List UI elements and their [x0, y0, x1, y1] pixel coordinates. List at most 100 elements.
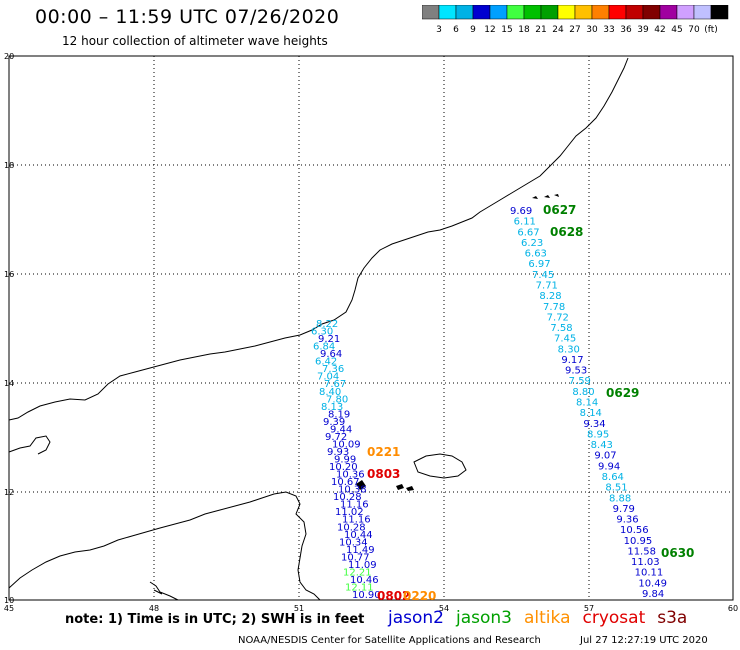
- color-scale-label: 12: [484, 25, 495, 35]
- generated-timestamp: Jul 27 12:27:19 UTC 2020: [580, 635, 708, 646]
- wave-height-value: 7.59: [569, 376, 591, 387]
- wave-height-value: 10.56: [620, 525, 649, 536]
- wave-height-value: 7.67: [324, 379, 346, 390]
- y-tick-label: 12: [4, 488, 14, 497]
- wave-height-value: 11.09: [348, 560, 377, 571]
- track-labels: 8.226.309.216.849.646.427.367.047.678.40…: [311, 206, 667, 601]
- page-subtitle: 12 hour collection of altimeter wave hei…: [62, 34, 328, 48]
- wave-height-value: 6.67: [517, 227, 539, 238]
- wave-height-value: 8.19: [328, 409, 350, 420]
- color-scale-label: 39: [637, 25, 649, 35]
- y-tick-label: 18: [4, 161, 14, 170]
- wave-height-value: 9.21: [318, 334, 340, 345]
- wave-height-value: 10.28: [337, 522, 366, 533]
- map-frame: [8, 55, 734, 601]
- page-title: 00:00 – 11:59 UTC 07/26/2020: [35, 6, 340, 28]
- pass-time-label: 0221: [367, 445, 400, 459]
- wave-height-value: 8.14: [576, 398, 598, 409]
- wave-height-value: 9.36: [616, 515, 638, 526]
- color-scale-label: 27: [569, 25, 580, 35]
- wave-height-value: 10.49: [638, 578, 667, 589]
- wave-height-value: 7.71: [536, 280, 558, 291]
- wave-height-value: 8.30: [558, 344, 580, 355]
- wave-height-value: 7.72: [547, 312, 569, 323]
- wave-height-value: 7.45: [532, 270, 554, 281]
- credit-text: NOAA/NESDIS Center for Satellite Applica…: [238, 635, 541, 646]
- y-tick-label: 14: [4, 379, 14, 388]
- wave-height-value: 9.99: [334, 455, 356, 466]
- color-scale-label: (ft): [704, 25, 718, 35]
- coastline: [8, 57, 629, 601]
- wave-height-value: 10.46: [350, 575, 379, 586]
- pass-time-label: 0627: [543, 203, 576, 217]
- footer-note: note: 1) Time is in UTC; 2) SWH is in fe…: [65, 612, 365, 627]
- satellite-legend-jason3: jason3: [456, 608, 512, 628]
- color-scale-label: 30: [586, 25, 598, 35]
- wave-height-value: 8.40: [319, 387, 341, 398]
- x-tick-label: 57: [584, 604, 594, 613]
- wave-height-value: 8.28: [539, 291, 561, 302]
- satellite-legend-cryosat: cryosat: [582, 608, 646, 628]
- color-scale-legend: 3 6 9 12 15 18 21 24 27 30 33 36 39 42 45 70 (ft): [422, 5, 729, 35]
- wave-height-value: 9.53: [565, 366, 587, 377]
- color-scale-label: 15: [501, 25, 512, 35]
- color-scale-label: 9: [470, 25, 476, 35]
- wave-height-value: 8.51: [605, 483, 627, 494]
- wave-height-value: 8.13: [321, 402, 343, 413]
- wave-height-value: 6.42: [315, 357, 337, 368]
- satellite-legend-s3a: s3a: [657, 608, 688, 628]
- y-tick-label: 10: [4, 596, 14, 605]
- wave-height-value: 11.16: [340, 500, 369, 511]
- wave-height-value: 10.11: [635, 568, 664, 579]
- wave-height-value: 8.80: [572, 387, 594, 398]
- wave-height-value: 10.95: [624, 536, 653, 547]
- grid-lines: [9, 56, 733, 600]
- wave-height-value: 9.79: [613, 504, 635, 515]
- wave-height-value: 10.28: [333, 492, 362, 503]
- wave-height-value: 7.36: [322, 364, 344, 375]
- x-axis-ticks: 45 48 51 54 57 60: [4, 604, 738, 613]
- wave-height-value: 7.78: [543, 302, 565, 313]
- color-scale-label: 18: [518, 25, 530, 35]
- wave-height-value: 11.49: [346, 545, 375, 556]
- wave-height-value: 6.63: [525, 249, 547, 260]
- x-tick-label: 45: [4, 604, 14, 613]
- pass-time-label: 0802: [377, 589, 410, 603]
- wave-height-value: 6.97: [528, 259, 550, 270]
- wave-height-value: 11.58: [627, 546, 656, 557]
- wave-height-value: 10.38: [338, 485, 367, 496]
- wave-height-value: 6.30: [311, 327, 333, 338]
- wave-height-value: 7.04: [317, 372, 339, 383]
- color-scale-label: 33: [603, 25, 614, 35]
- pass-time-label: 0628: [550, 225, 583, 239]
- wave-height-value: 10.09: [332, 439, 361, 450]
- x-tick-label: 51: [294, 604, 304, 613]
- x-tick-label: 48: [149, 604, 159, 613]
- wave-height-value: 8.95: [587, 429, 609, 440]
- color-scale-label: 45: [671, 25, 682, 35]
- wave-height-value: 11.16: [342, 515, 371, 526]
- wave-height-value: 9.64: [320, 349, 342, 360]
- wave-height-value: 9.94: [598, 461, 620, 472]
- color-scale-label: 24: [552, 25, 564, 35]
- y-axis-ticks: 20 18 16 14 12 10: [4, 52, 14, 605]
- wave-height-value: 10.36: [336, 470, 365, 481]
- wave-height-value: 11.02: [335, 507, 364, 518]
- wave-height-value: 9.17: [561, 355, 583, 366]
- wave-height-value: 8.64: [602, 472, 624, 483]
- wave-height-value: 6.11: [514, 217, 536, 228]
- wave-height-value: 10.20: [329, 462, 358, 473]
- wave-height-value: 9.69: [510, 206, 532, 217]
- wave-height-value: 7.80: [326, 394, 348, 405]
- pass-time-label: 0629: [606, 386, 639, 400]
- wave-height-value: 10.77: [341, 552, 370, 563]
- y-tick-label: 16: [4, 270, 14, 279]
- pass-time-label: 0630: [661, 546, 694, 560]
- x-tick-label: 54: [439, 604, 449, 613]
- wave-height-value: 10.90: [352, 590, 381, 601]
- wave-height-value: 9.39: [323, 417, 345, 428]
- wave-height-value: 10.67: [331, 477, 360, 488]
- wave-height-value: 12.11: [345, 582, 374, 593]
